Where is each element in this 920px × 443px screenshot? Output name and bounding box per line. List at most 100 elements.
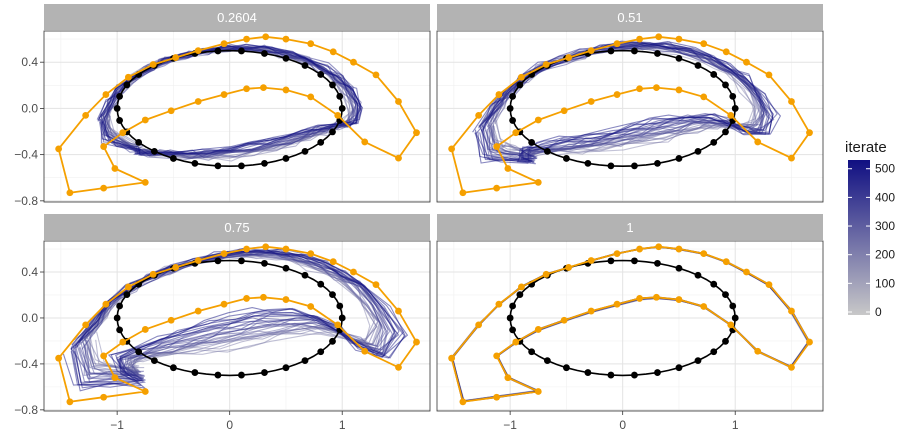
facet-strip	[437, 214, 823, 240]
start-point	[150, 357, 158, 365]
iterate-line	[70, 247, 406, 392]
facet-strip	[44, 4, 430, 30]
start-point	[543, 357, 551, 365]
target-point	[493, 393, 501, 401]
x-tick-label: 0	[619, 418, 626, 432]
target-point	[361, 138, 369, 146]
target-point	[111, 374, 119, 382]
target-point	[55, 354, 63, 362]
start-point	[694, 147, 702, 155]
target-point	[361, 347, 369, 355]
start-point	[509, 302, 517, 310]
start-point	[329, 291, 336, 298]
start-point	[170, 155, 177, 162]
panel-border	[43, 240, 431, 412]
start-point	[654, 369, 661, 376]
target-point	[260, 84, 267, 92]
target-point	[172, 264, 180, 271]
start-point	[563, 364, 570, 372]
start-point	[528, 138, 536, 146]
y-tick-label: 0.0	[21, 101, 38, 115]
target-point	[495, 91, 503, 98]
start-point	[282, 54, 290, 62]
target-point	[329, 258, 337, 266]
y-tick-label: −0.8	[14, 403, 38, 417]
start-point	[113, 314, 121, 322]
legend-title: iterate	[845, 139, 887, 156]
start-point	[722, 291, 729, 298]
start-point	[338, 105, 346, 112]
target-point	[149, 61, 157, 68]
start-point	[722, 81, 729, 89]
target-point	[243, 35, 250, 43]
panel-border	[436, 240, 824, 412]
target-point	[806, 338, 813, 346]
target-point	[66, 398, 74, 406]
target-point	[372, 281, 380, 289]
legend-tick-label: 0	[875, 305, 882, 319]
x-tick-label: −1	[110, 418, 124, 432]
target-point	[534, 178, 542, 186]
start-point	[238, 371, 245, 379]
target-point	[675, 245, 683, 253]
start-point	[631, 162, 638, 170]
target-point	[307, 303, 315, 310]
x-tick-label: 1	[732, 418, 739, 432]
iterate-line	[479, 41, 782, 163]
target-point	[475, 321, 483, 329]
panel: 0.75	[43, 214, 431, 412]
target-point	[282, 86, 290, 94]
y-tick-label: −0.4	[14, 357, 38, 371]
target-point	[141, 178, 149, 186]
target-point	[788, 98, 795, 105]
target-point	[534, 388, 542, 395]
target-point	[100, 184, 108, 192]
start-point	[282, 364, 290, 372]
target-point	[125, 73, 132, 81]
target-point	[493, 143, 501, 150]
facet-strip-label: 0.2604	[217, 10, 257, 25]
start-point	[123, 291, 131, 298]
target-point	[512, 129, 520, 137]
target-point	[475, 111, 483, 119]
target-point	[395, 98, 402, 105]
target-point	[282, 35, 290, 43]
target-point	[119, 129, 127, 137]
start-point	[729, 302, 737, 310]
start-point	[317, 71, 325, 78]
start-point	[191, 159, 199, 167]
panel-border	[436, 30, 824, 203]
target-point	[307, 40, 315, 48]
facet-strip	[44, 214, 430, 240]
legend: iterate 0 100 200 300 400 500	[845, 139, 895, 319]
target-point	[700, 93, 708, 101]
start-point	[631, 371, 638, 379]
start-point	[543, 147, 551, 155]
target-point	[587, 47, 595, 55]
start-point	[729, 93, 737, 100]
panel: 0.2604	[43, 4, 431, 203]
start-point	[329, 337, 336, 345]
start-point	[261, 259, 268, 267]
y-tick-label: −0.8	[14, 194, 38, 208]
target-point	[66, 189, 74, 197]
target-point	[448, 145, 456, 153]
start-point	[731, 314, 739, 322]
panel: 1	[436, 214, 824, 412]
start-point	[509, 93, 517, 100]
start-point	[116, 117, 124, 124]
start-point	[116, 302, 124, 310]
start-point	[301, 271, 309, 279]
target-point	[149, 270, 157, 278]
target-point	[102, 300, 110, 308]
target-point	[675, 35, 683, 43]
start-point	[731, 105, 739, 112]
start-point	[214, 371, 222, 379]
target-point	[636, 245, 643, 253]
start-point	[301, 62, 309, 69]
target-point	[372, 71, 380, 79]
target-point	[82, 321, 90, 329]
target-point	[194, 47, 202, 55]
start-point	[694, 357, 702, 365]
target-point	[722, 48, 730, 56]
